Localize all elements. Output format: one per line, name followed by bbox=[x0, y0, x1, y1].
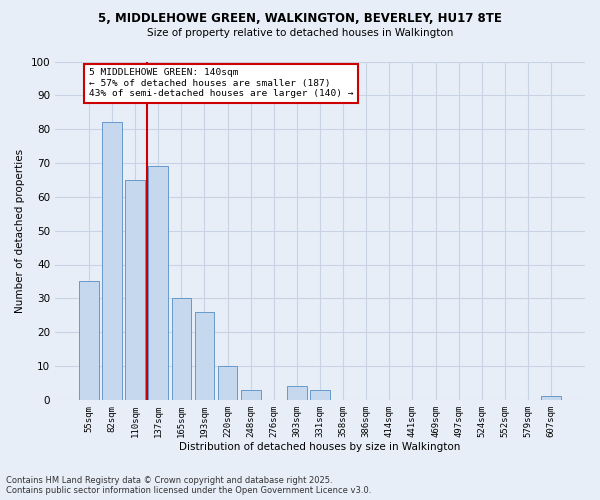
Text: 5, MIDDLEHOWE GREEN, WALKINGTON, BEVERLEY, HU17 8TE: 5, MIDDLEHOWE GREEN, WALKINGTON, BEVERLE… bbox=[98, 12, 502, 26]
Bar bbox=[310, 390, 330, 400]
Y-axis label: Number of detached properties: Number of detached properties bbox=[15, 148, 25, 312]
Bar bbox=[148, 166, 168, 400]
Text: Size of property relative to detached houses in Walkington: Size of property relative to detached ho… bbox=[147, 28, 453, 38]
Bar bbox=[172, 298, 191, 400]
Bar bbox=[125, 180, 145, 400]
Bar bbox=[287, 386, 307, 400]
Bar bbox=[79, 282, 99, 400]
Bar bbox=[541, 396, 561, 400]
Text: Contains HM Land Registry data © Crown copyright and database right 2025.
Contai: Contains HM Land Registry data © Crown c… bbox=[6, 476, 371, 495]
Bar bbox=[194, 312, 214, 400]
Bar bbox=[102, 122, 122, 400]
X-axis label: Distribution of detached houses by size in Walkington: Distribution of detached houses by size … bbox=[179, 442, 461, 452]
Bar bbox=[241, 390, 260, 400]
Text: 5 MIDDLEHOWE GREEN: 140sqm
← 57% of detached houses are smaller (187)
43% of sem: 5 MIDDLEHOWE GREEN: 140sqm ← 57% of deta… bbox=[89, 68, 353, 98]
Bar bbox=[218, 366, 238, 400]
